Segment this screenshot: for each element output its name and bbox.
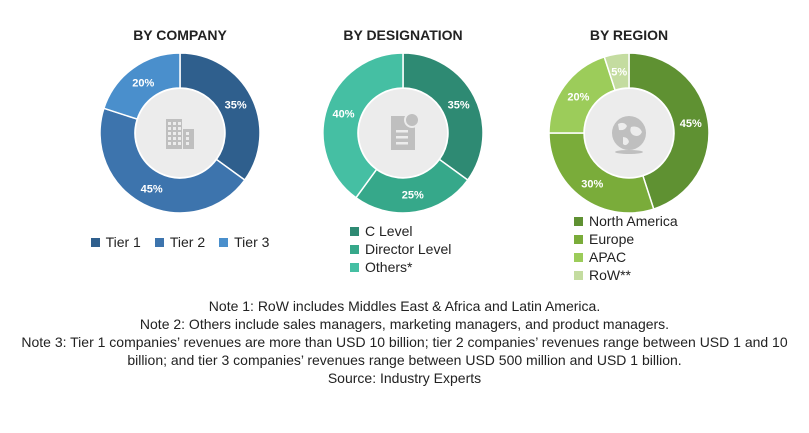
legend-label-europe: Europe	[589, 231, 635, 247]
designation-panel: BY DESIGNATION 35% 25% 40% C Level Directo…	[268, 0, 538, 290]
data-label-tier-1: 35%	[225, 100, 247, 112]
data-label-others: 40%	[333, 109, 355, 121]
legend-label-row: RoW**	[589, 267, 632, 283]
legend-label-tier-3: Tier 3	[234, 234, 270, 250]
legend-label-others: Others*	[365, 259, 413, 275]
legend-item-north-america: North America	[574, 212, 678, 230]
company-chart-title: BY COMPANY	[133, 27, 227, 43]
europe-swatch	[574, 234, 583, 244]
data-label-north-america: 45%	[680, 118, 702, 130]
note-3: Note 3: Tier 1 companies’ revenues are m…	[21, 334, 788, 368]
source-note: Source: Industry Experts	[327, 370, 482, 386]
note-2: Note 2: Others include sales managers, m…	[139, 316, 670, 332]
building-icon	[166, 119, 194, 149]
designation-legend: C Level Director Level Others*	[350, 222, 451, 276]
legend-item-tier-2: Tier 2	[154, 234, 206, 250]
legend-item-tier-1: Tier 1	[90, 234, 141, 250]
legend-label-apac: APAC	[589, 249, 627, 265]
slice-row	[603, 52, 630, 92]
north-america-swatch	[574, 216, 583, 226]
slice-tier-2	[99, 107, 246, 214]
tier-3-swatch	[219, 237, 229, 247]
legend-label-director-level: Director Level	[365, 241, 452, 257]
apac-swatch	[574, 252, 583, 262]
data-label-apac: 20%	[567, 91, 589, 103]
legend-item-row: RoW**	[574, 266, 678, 284]
region-chart-title: BY REGION	[589, 27, 669, 43]
company-legend: Tier 1 Tier 2 Tier 3	[45, 234, 315, 250]
region-donut-chart: 45% 30% 20% 5%	[548, 52, 710, 214]
globe-icon	[612, 116, 646, 154]
legend-item-europe: Europe	[574, 230, 678, 248]
others-swatch	[350, 262, 359, 272]
data-label-c-level: 35%	[448, 100, 470, 112]
slice-tier-3	[102, 52, 181, 121]
legend-label-tier-2: Tier 2	[169, 234, 206, 250]
designation-chart-title: BY DESIGNATION	[343, 27, 463, 43]
legend-item-others: Others*	[350, 258, 451, 276]
legend-item-c-level: C Level	[350, 222, 451, 240]
company-donut-chart: 35% 45% 20%	[99, 52, 261, 214]
legend-item-apac: APAC	[574, 248, 678, 266]
c-level-swatch	[350, 226, 359, 236]
note-1: Note 1: RoW includes Middles East & Afri…	[208, 298, 601, 314]
data-label-europe: 30%	[581, 179, 603, 191]
region-panel: BY REGION 45% 30% 20% 5% North America Euro…	[494, 0, 764, 290]
company-panel: BY COMPANY 35% 45% 20% Tier 1 Tier 2 Tier …	[45, 0, 315, 290]
director-level-swatch	[350, 244, 359, 254]
tier-2-swatch	[154, 237, 164, 247]
legend-label-c-level: C Level	[365, 223, 413, 239]
legend-label-north-america: North America	[589, 213, 678, 229]
tier-1-swatch	[90, 237, 100, 247]
row-swatch	[574, 270, 583, 280]
footnotes: Note 1: RoW includes Middles East & Afri…	[20, 297, 789, 387]
slice-north-america	[628, 52, 710, 211]
slice-tier-1	[179, 52, 261, 182]
data-label-director-level: 25%	[402, 190, 424, 202]
region-legend: North America Europe APAC RoW**	[574, 212, 678, 284]
slice-c-level	[402, 52, 484, 182]
slice-others	[322, 52, 404, 199]
legend-label-tier-1: Tier 1	[105, 234, 141, 250]
data-label-row: 5%	[611, 66, 627, 78]
data-label-tier-3: 20%	[132, 77, 154, 89]
document-icon	[391, 112, 420, 150]
data-label-tier-2: 45%	[141, 184, 163, 196]
designation-donut-chart: 35% 25% 40%	[322, 52, 484, 214]
slice-europe	[548, 132, 655, 214]
legend-item-director-level: Director Level	[350, 240, 451, 258]
legend-item-tier-3: Tier 3	[219, 234, 269, 250]
